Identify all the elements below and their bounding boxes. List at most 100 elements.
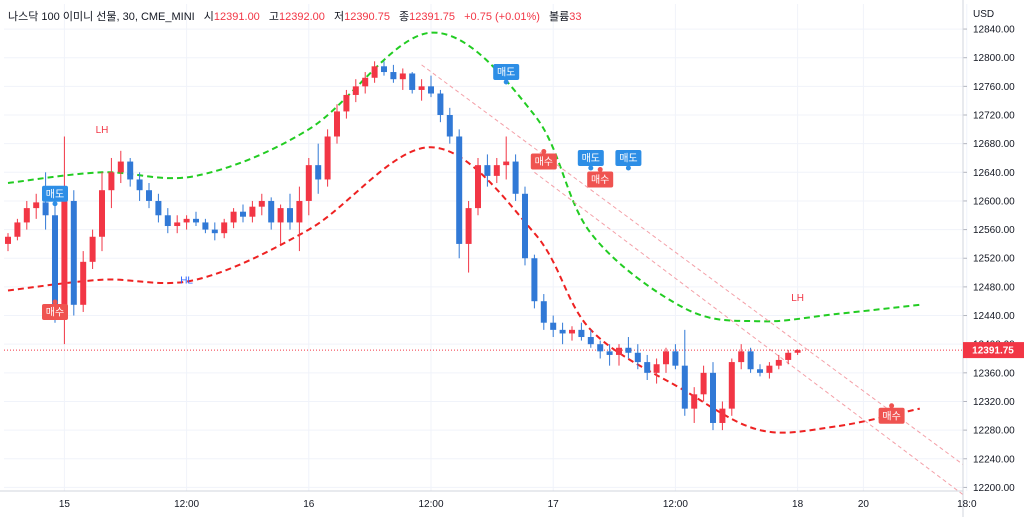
price-axis[interactable]: 12200.00 12240.00 12280.00 12320.00 12360.00… <box>962 0 1024 517</box>
candle-body <box>258 200 265 207</box>
candle-body <box>437 93 444 116</box>
candle-body <box>747 351 754 370</box>
candle-body <box>775 359 782 366</box>
candle-body <box>710 372 716 423</box>
legend-change: +0.75 (+0.01%) <box>464 11 540 23</box>
candle-body <box>606 351 613 355</box>
signal-badge <box>615 149 642 166</box>
signal-badge <box>42 303 68 320</box>
candles <box>5 61 801 431</box>
buy-signal[interactable]: 매수 <box>587 166 614 188</box>
candle-body <box>334 111 340 137</box>
grid <box>4 4 968 491</box>
candle-body <box>672 351 679 366</box>
candle-body <box>794 350 801 353</box>
candle-body <box>127 161 134 180</box>
candle-body <box>5 236 11 244</box>
candle-body <box>785 352 792 360</box>
candle-body <box>42 202 49 216</box>
candle-body <box>155 200 162 216</box>
candle-body <box>719 408 726 423</box>
candle-body <box>268 200 275 223</box>
legend-close: 12391.75 <box>409 11 456 23</box>
signal-badge <box>577 149 604 166</box>
signal-label: 매도 <box>619 152 637 164</box>
candle-body <box>540 301 547 323</box>
y-tick-label: 12360.00 <box>973 368 1015 379</box>
signal-dot <box>889 403 895 409</box>
candle-body <box>446 115 453 137</box>
x-tick-label: 18 <box>792 499 804 510</box>
buy-signal[interactable]: 매수 <box>878 403 905 424</box>
signal-dot <box>588 165 594 171</box>
y-tick-label: 12640.00 <box>973 168 1015 179</box>
candle-body <box>296 200 303 223</box>
y-tick-label: 12760.00 <box>973 82 1015 93</box>
legend-high-label: 고 <box>268 11 279 23</box>
candle-body <box>14 222 21 237</box>
candle-body <box>465 208 472 244</box>
candle-body <box>653 364 660 373</box>
candle-body <box>597 344 604 352</box>
legend-low-label: 저 <box>333 11 345 23</box>
signal-dot <box>597 166 603 172</box>
candle-body <box>146 190 152 201</box>
candle-body <box>193 218 199 223</box>
signal-badge <box>530 153 557 170</box>
signal-badge <box>878 407 905 424</box>
signal-badge <box>493 64 520 81</box>
legend-open: 12391.00 <box>213 11 260 23</box>
candle-body <box>183 218 190 223</box>
signal-label: 매수 <box>535 156 553 168</box>
candle-body <box>136 179 143 191</box>
last-price-tag: 12391.75 <box>963 342 1024 359</box>
x-tick-label: 12:00 <box>174 499 199 510</box>
y-tick-label: 12280.00 <box>973 426 1015 437</box>
legend-close-label: 종 <box>399 11 410 23</box>
candle-body <box>475 165 481 209</box>
candle-body <box>70 200 77 305</box>
signal-dot <box>52 201 58 207</box>
legend-low: 12390.75 <box>344 11 390 23</box>
sell-signal[interactable]: 매도 <box>615 149 642 171</box>
candle-body <box>221 222 228 234</box>
candle-body <box>52 215 58 305</box>
signal-badge <box>587 171 614 188</box>
time-axis[interactable]: 15 12:00 16 12:00 17 12:00 18 20 18:0 <box>0 490 977 510</box>
sell-signal[interactable]: 매도 <box>577 149 604 171</box>
legend-volume-label: 볼륨 <box>549 11 570 23</box>
candle-body <box>99 190 105 237</box>
currency-label: USD <box>973 9 994 20</box>
candle-body <box>625 347 632 353</box>
candle-body <box>616 347 622 355</box>
y-tick-label: 12240.00 <box>973 454 1015 465</box>
signal-label: 매도 <box>46 188 64 200</box>
pivot-label-lh: LH <box>791 293 804 304</box>
sell-signal[interactable]: 매도 <box>493 64 520 85</box>
pivot-label-lh: LH <box>96 125 109 136</box>
buy-signal[interactable]: 매수 <box>42 299 68 320</box>
y-tick-label: 12600.00 <box>973 196 1015 207</box>
candle-body <box>108 172 115 191</box>
candle-body <box>23 208 30 223</box>
candle-body <box>738 351 745 363</box>
buy-signal[interactable]: 매수 <box>530 149 557 170</box>
y-tick-label: 12440.00 <box>973 311 1015 322</box>
candle-body <box>352 86 359 95</box>
candle-body <box>559 329 566 334</box>
last-price-tag-text: 12391.75 <box>972 346 1014 357</box>
x-tick-label: 15 <box>59 499 71 510</box>
y-tick-label: 12720.00 <box>973 111 1015 122</box>
candle-body <box>512 161 519 194</box>
candle-body <box>362 77 369 87</box>
candle-body <box>287 208 293 223</box>
sell-signal[interactable]: 매도 <box>42 185 68 207</box>
lower-band-line <box>7 146 921 434</box>
signal-dot <box>52 299 58 305</box>
last-price-tag-bg <box>963 342 1024 359</box>
candle-body <box>456 136 463 244</box>
candle-body <box>409 73 416 90</box>
